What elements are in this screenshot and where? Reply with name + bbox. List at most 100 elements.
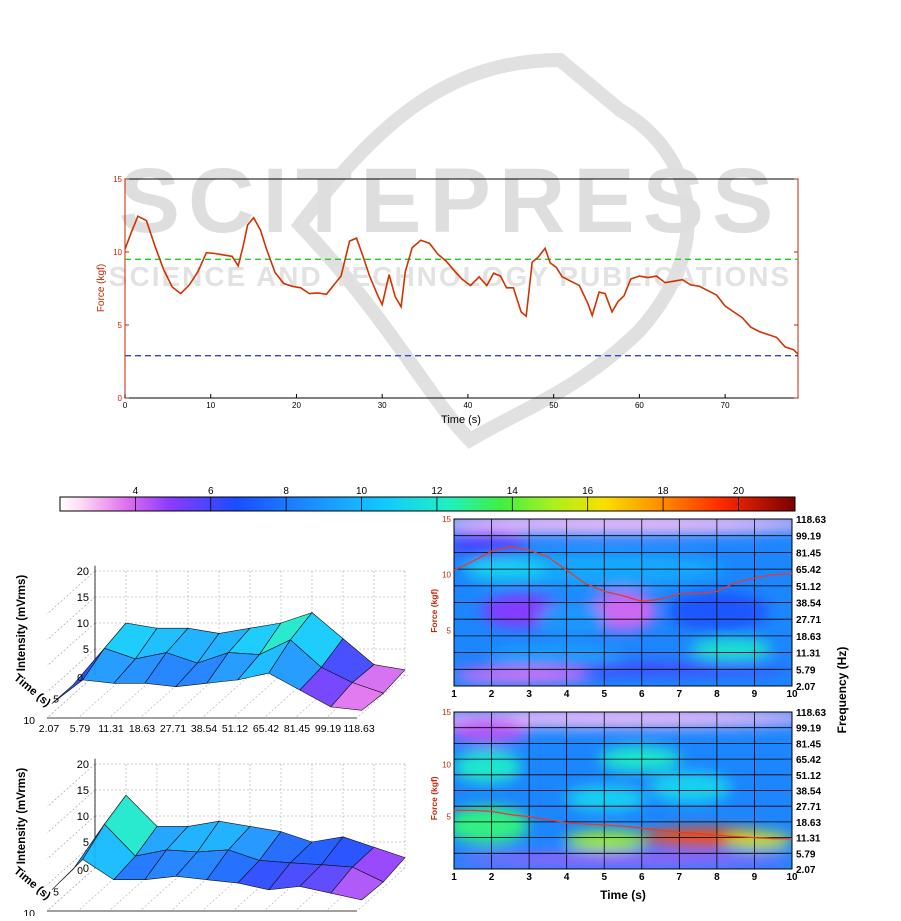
floor-gridline [77,674,127,719]
colorbar-tick-label: 4 [133,486,139,497]
watermark-word: SCITEPRESS [119,150,782,252]
frequency-tick-label: 51.12 [222,723,248,735]
time-tick-label: 6 [639,872,645,883]
time-tick-label: 5 [601,689,607,700]
time-tick-label: 8 [714,689,720,700]
spectrogram-cell [454,718,529,744]
colorbar-tick-label: 20 [733,486,745,497]
watermark-book-icon [290,52,695,449]
frequency-tick-label: 2.07 [796,865,816,876]
time-tick-label: 3 [526,689,532,700]
frequency-tick-label: 81.45 [796,548,821,559]
colorbar-tick-label: 8 [283,486,289,497]
force-tick-label: 10 [442,571,451,580]
floor-gridline [201,674,251,719]
z-gridline-side [46,596,96,641]
time-tick-label: 0 [77,865,83,877]
z-tick-label: 5 [83,837,89,849]
colorbar: 4 6 8 10 12 14 16 18 20 [59,486,796,512]
z-tick-label: 20 [77,759,89,771]
z-gridline-side [46,789,96,834]
watermark-tagline: SCIENCE AND TECHNOLOGY PUBLICATIONS [109,261,791,292]
colorbar-tick-label: 16 [582,486,594,497]
frequency-axis-label-right: Frequency (Hz) [835,647,849,734]
time-tick-label: 1 [451,689,457,700]
force-axis-label: Force (kgf) [429,589,439,633]
time-tick-label: 2 [489,689,495,700]
spectrogram-cell [487,647,623,665]
z-tick-label: 10 [77,618,89,630]
frequency-tick-label: 65.42 [796,755,821,766]
z-tick-label: 10 [77,811,89,823]
z-gridline-side [46,815,96,860]
y-tick-label: 10 [113,248,122,257]
frequency-tick-label: 11.31 [98,723,124,735]
surface-facet [330,682,385,711]
spectrogram-frame [453,518,793,687]
frequency-tick-label: 5.79 [70,723,91,735]
spectrogram-cell [690,639,772,660]
time-tick-label: 1 [451,872,457,883]
colorbar-gradient [59,496,796,512]
time-tick-label: 2 [489,872,495,883]
force-series-line [453,546,793,603]
floor-gridline [170,867,220,912]
frequency-tick-label: 27.71 [796,802,821,813]
colorbar-tick-label: 6 [208,486,214,497]
force-tick-label: 5 [447,626,452,635]
x-tick-label: 30 [378,401,387,410]
time-axis-label: Time (s) [11,672,52,710]
force-axis-label: Force (kgf) [429,776,439,820]
time-tick-label: 5 [601,872,607,883]
frequency-tick-label: 5.79 [796,665,816,676]
time-tick-label: 4 [564,872,570,883]
time-tick-label: 10 [23,908,35,916]
spectrogram-cell [724,832,792,849]
x-tick-label: 0 [123,401,128,410]
floor-gridline [108,674,158,719]
frequency-tick-label: 65.42 [253,723,279,735]
z-tick-label: 5 [83,644,89,656]
time-tick-label: 9 [752,872,758,883]
floor-gridline [108,867,158,912]
z-gridline-side [46,570,96,615]
spectrogram-panel-bottom: 2.075.7911.3118.6327.7138.5451.1265.4281… [429,708,826,902]
spectrogram-cell [454,751,522,783]
time-tick-label: 6 [639,689,645,700]
frequency-tick-label: 2.07 [39,723,60,735]
x-tick-label: 70 [721,401,730,410]
spectrogram-cell [565,831,647,851]
colorbar-tick-label: 18 [658,486,670,497]
surface-facet [330,866,384,901]
floor-gridline [139,674,189,719]
floor-gridline [170,674,220,719]
z-gridline-side [46,622,96,667]
frequency-tick-label: 118.63 [796,515,826,526]
floor-gridline [232,674,282,719]
z-gridline-side [46,841,96,886]
frequency-tick-label: 18.63 [129,723,155,735]
spectrogram-cell [454,853,792,866]
spectrogram-cell [454,712,792,728]
frequency-tick-label: 51.12 [796,771,821,782]
frequency-tick-label: 99.19 [796,724,821,735]
publisher-watermark: SCITEPRESS SCIENCE AND TECHNOLOGY PUBLIC… [109,52,791,449]
time-tick-label: 10 [786,872,798,883]
frequency-tick-label: 118.63 [796,708,826,719]
spectrogram-cell [650,771,732,804]
frequency-tick-label: 38.54 [191,723,217,735]
floor-gridline [356,867,406,912]
frequency-tick-label: 27.71 [160,723,186,735]
spectrogram-cell [454,519,792,535]
time-tick-label: 9 [752,689,758,700]
y-axis-label: Force (kgf) [96,264,107,312]
force-tick-label: 5 [447,813,452,822]
frequency-tick-label: 38.54 [796,599,821,610]
frequency-tick-label: 18.63 [796,632,821,643]
force-tick-label: 15 [442,515,451,524]
frequency-tick-label: 99.19 [315,723,341,735]
frequency-tick-label: 5.79 [796,849,816,860]
frequency-tick-label: 51.12 [796,582,821,593]
